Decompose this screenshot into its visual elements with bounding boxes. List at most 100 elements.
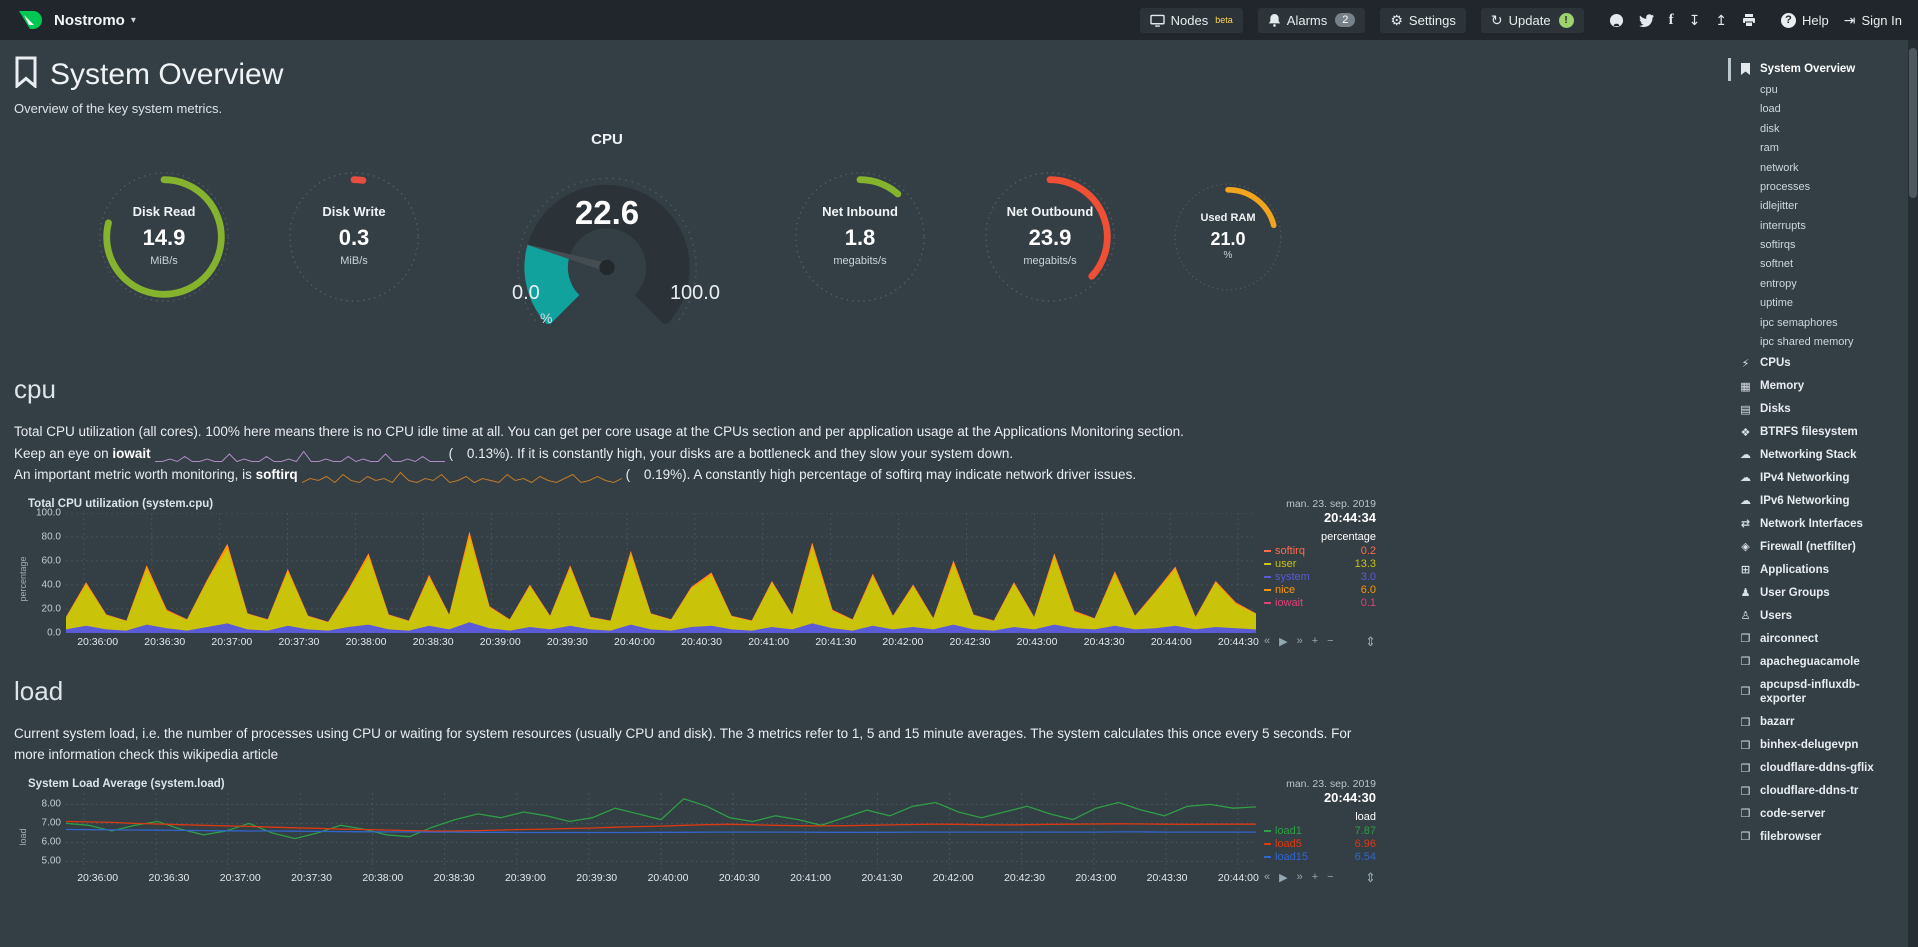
sidebar-item-network-interfaces[interactable]: ⇄ Network Interfaces — [1728, 513, 1908, 536]
facebook-button[interactable]: f — [1669, 12, 1674, 29]
export-snapshot-button[interactable]: ↥ — [1715, 13, 1727, 27]
sidebar-subitem-softirqs[interactable]: softirqs — [1760, 239, 1796, 252]
zoom-out-icon[interactable]: − — [1327, 871, 1334, 884]
netdata-logo[interactable] — [16, 7, 42, 33]
sidebar-subitem-cpu[interactable]: cpu — [1760, 83, 1778, 96]
resize-icon[interactable]: ⇕ — [1365, 869, 1376, 885]
sidebar-item-btrfs-filesystem[interactable]: ❖ BTRFS filesystem — [1728, 421, 1908, 444]
resize-icon[interactable]: ⇕ — [1365, 633, 1376, 649]
sidebar-item-networking-stack[interactable]: ☁ Networking Stack — [1728, 444, 1908, 467]
sidebar-item-label: airconnect — [1760, 632, 1819, 645]
sidebar-item-firewall-netfilter[interactable]: ◈ Firewall (netfilter) — [1728, 536, 1908, 559]
sidebar-item-cpus[interactable]: ⚡ CPUs — [1728, 352, 1908, 375]
print-button[interactable] — [1742, 13, 1756, 27]
pan-backward-icon[interactable]: « — [1264, 635, 1271, 648]
gauge-used-ram[interactable]: Used RAM 21.0% — [1172, 181, 1284, 293]
signin-button[interactable]: ⇥ Sign In — [1844, 13, 1902, 28]
ethernet-icon: ⇄ — [1740, 518, 1751, 531]
plot-area[interactable] — [66, 513, 1256, 633]
sidebar-item-label: Firewall (netfilter) — [1760, 540, 1856, 553]
sidebar-subitem-softnet[interactable]: softnet — [1760, 258, 1794, 271]
sidebar-subitem-interrupts[interactable]: interrupts — [1760, 219, 1806, 232]
pan-forward-icon[interactable]: » — [1296, 635, 1303, 648]
sidebar-subitem-idlejitter[interactable]: idlejitter — [1760, 200, 1798, 213]
legend-item-system[interactable]: system 3.0 — [1264, 571, 1376, 584]
page-scrollbar[interactable] — [1908, 40, 1918, 947]
sidebar-item-apcupsd-influxdb-exporter[interactable]: ❒ apcupsd-influxdb-exporter — [1728, 674, 1908, 712]
legend-entries: softirq 0.2 user 13.3 system 3.0 nice 6.0 iowait… — [1264, 545, 1376, 610]
sidebar-item-filebrowser[interactable]: ❒ filebrowser — [1728, 826, 1908, 849]
zoom-in-icon[interactable]: + — [1311, 871, 1319, 884]
legend-item-load15[interactable]: load15 6.54 — [1264, 851, 1376, 864]
legend-value: 0.1 — [1360, 596, 1376, 609]
sidebar-subitem-ram[interactable]: ram — [1760, 142, 1779, 155]
sidebar-subitem-uptime[interactable]: uptime — [1760, 297, 1794, 310]
cube-icon: ❒ — [1740, 686, 1751, 699]
node-selector[interactable]: Nostromo ▾ — [54, 12, 136, 29]
iowait-sparkline — [154, 448, 445, 462]
pan-forward-icon[interactable]: » — [1296, 871, 1303, 884]
gauge-cpu[interactable]: CPU 22.6 0.0 100.0% — [476, 131, 738, 343]
cpu-section-heading[interactable]: cpu — [14, 374, 56, 404]
zoom-out-icon[interactable]: − — [1327, 635, 1334, 648]
twitter-button[interactable] — [1638, 13, 1654, 27]
help-button[interactable]: ? Help — [1781, 12, 1829, 28]
legend-item-nice[interactable]: nice 6.0 — [1264, 584, 1376, 597]
sidebar-subitem-ipc-semaphores[interactable]: ipc semaphores — [1760, 316, 1838, 329]
sidebar-subitem-ipc-shared-memory[interactable]: ipc shared memory — [1760, 336, 1854, 349]
sidebar-item-disks[interactable]: ▤ Disks — [1728, 398, 1908, 421]
sidebar-item-applications[interactable]: ⊞ Applications — [1728, 559, 1908, 582]
sidebar-menu: System Overview cpu load disk ram network proc… — [1728, 40, 1908, 947]
nodes-button[interactable]: Nodes beta — [1139, 7, 1243, 33]
sidebar-item-code-server[interactable]: ❒ code-server — [1728, 803, 1908, 826]
gauge-net-outbound[interactable]: Net Outbound 23.9 megabits/s — [982, 169, 1118, 305]
x-tick-label: 20:41:30 — [815, 635, 857, 648]
legend-item-load1[interactable]: load1 7.87 — [1264, 825, 1376, 838]
load-section-heading[interactable]: load — [14, 675, 64, 706]
legend-item-load5[interactable]: load5 6.96 — [1264, 838, 1376, 851]
y-tick-label: 5.00 — [41, 855, 61, 867]
wikipedia-article-link[interactable]: wikipedia article — [182, 747, 279, 763]
y-tick-label: 7.00 — [41, 817, 61, 829]
sidebar-subitem-load[interactable]: load — [1760, 103, 1781, 116]
sidebar-item-cloudflare-ddns-gflix[interactable]: ❒ cloudflare-ddns-gflix — [1728, 757, 1908, 780]
gauge-title: Net Outbound — [1006, 204, 1094, 220]
sidebar-item-ipv4-networking[interactable]: ☁ IPv4 Networking — [1728, 467, 1908, 490]
settings-button[interactable]: ⚙ Settings — [1380, 7, 1466, 33]
sidebar-subitem-processes[interactable]: processes — [1760, 180, 1811, 193]
alarms-button[interactable]: Alarms 2 — [1257, 7, 1366, 33]
sidebar-subitem-entropy[interactable]: entropy — [1760, 277, 1797, 290]
sidebar-item-apacheguacamole[interactable]: ❒ apacheguacamole — [1728, 651, 1908, 674]
chart-toolbox: « ▶ » + − — [1264, 635, 1334, 648]
scrollbar-thumb[interactable] — [1909, 48, 1917, 198]
pan-backward-icon[interactable]: « — [1264, 871, 1271, 884]
legend-value: 3.0 — [1360, 570, 1376, 583]
play-icon[interactable]: ▶ — [1279, 872, 1288, 885]
sidebar-item-users[interactable]: ♙ Users — [1728, 605, 1908, 628]
gauge-net-inbound[interactable]: Net Inbound 1.8 megabits/s — [792, 169, 928, 305]
play-icon[interactable]: ▶ — [1279, 636, 1288, 649]
sidebar-subitem-disk[interactable]: disk — [1760, 122, 1780, 135]
series-color-dash — [1264, 575, 1271, 578]
y-tick-label: 80.0 — [41, 531, 61, 543]
legend-item-iowait[interactable]: iowait 0.1 — [1264, 597, 1376, 610]
sidebar-subitem-network[interactable]: network — [1760, 161, 1799, 174]
gauge-disk-read[interactable]: Disk Read 14.9 MiB/s — [96, 169, 232, 305]
plot-area[interactable] — [66, 793, 1256, 869]
sidebar-item-binhex-delugevpn[interactable]: ❒ binhex-delugevpn — [1728, 734, 1908, 757]
zoom-in-icon[interactable]: + — [1311, 635, 1319, 648]
update-button[interactable]: ↻ Update ! — [1480, 7, 1584, 33]
sidebar-item-ipv6-networking[interactable]: ☁ IPv6 Networking — [1728, 490, 1908, 513]
sidebar-item-memory[interactable]: ▦ Memory — [1728, 375, 1908, 398]
sidebar-item-bazarr[interactable]: ❒ bazarr — [1728, 711, 1908, 734]
sidebar-item-system-overview[interactable]: System Overview — [1728, 58, 1908, 81]
sidebar-item-user-groups[interactable]: ♟ User Groups — [1728, 582, 1908, 605]
legend-item-softirq[interactable]: softirq 0.2 — [1264, 545, 1376, 558]
github-button[interactable] — [1609, 13, 1624, 28]
legend-label: iowait — [1264, 597, 1303, 610]
gauge-disk-write[interactable]: Disk Write 0.3 MiB/s — [286, 169, 422, 305]
sidebar-item-airconnect[interactable]: ❒ airconnect — [1728, 628, 1908, 651]
legend-item-user[interactable]: user 13.3 — [1264, 558, 1376, 571]
sidebar-item-cloudflare-ddns-tr[interactable]: ❒ cloudflare-ddns-tr — [1728, 780, 1908, 803]
import-snapshot-button[interactable]: ↧ — [1689, 13, 1701, 27]
